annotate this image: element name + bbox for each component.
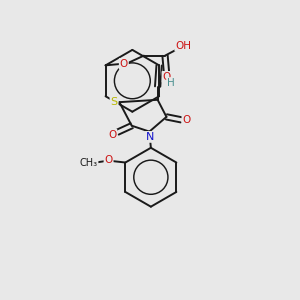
Text: CH₃: CH₃ [80, 158, 98, 168]
Text: O: O [104, 155, 113, 165]
Text: O: O [182, 116, 190, 125]
Text: OH: OH [175, 41, 191, 51]
Text: S: S [110, 97, 118, 106]
Text: O: O [108, 130, 116, 140]
Text: O: O [120, 59, 128, 69]
Text: N: N [146, 132, 154, 142]
Text: O: O [162, 72, 171, 82]
Text: H: H [167, 78, 175, 88]
